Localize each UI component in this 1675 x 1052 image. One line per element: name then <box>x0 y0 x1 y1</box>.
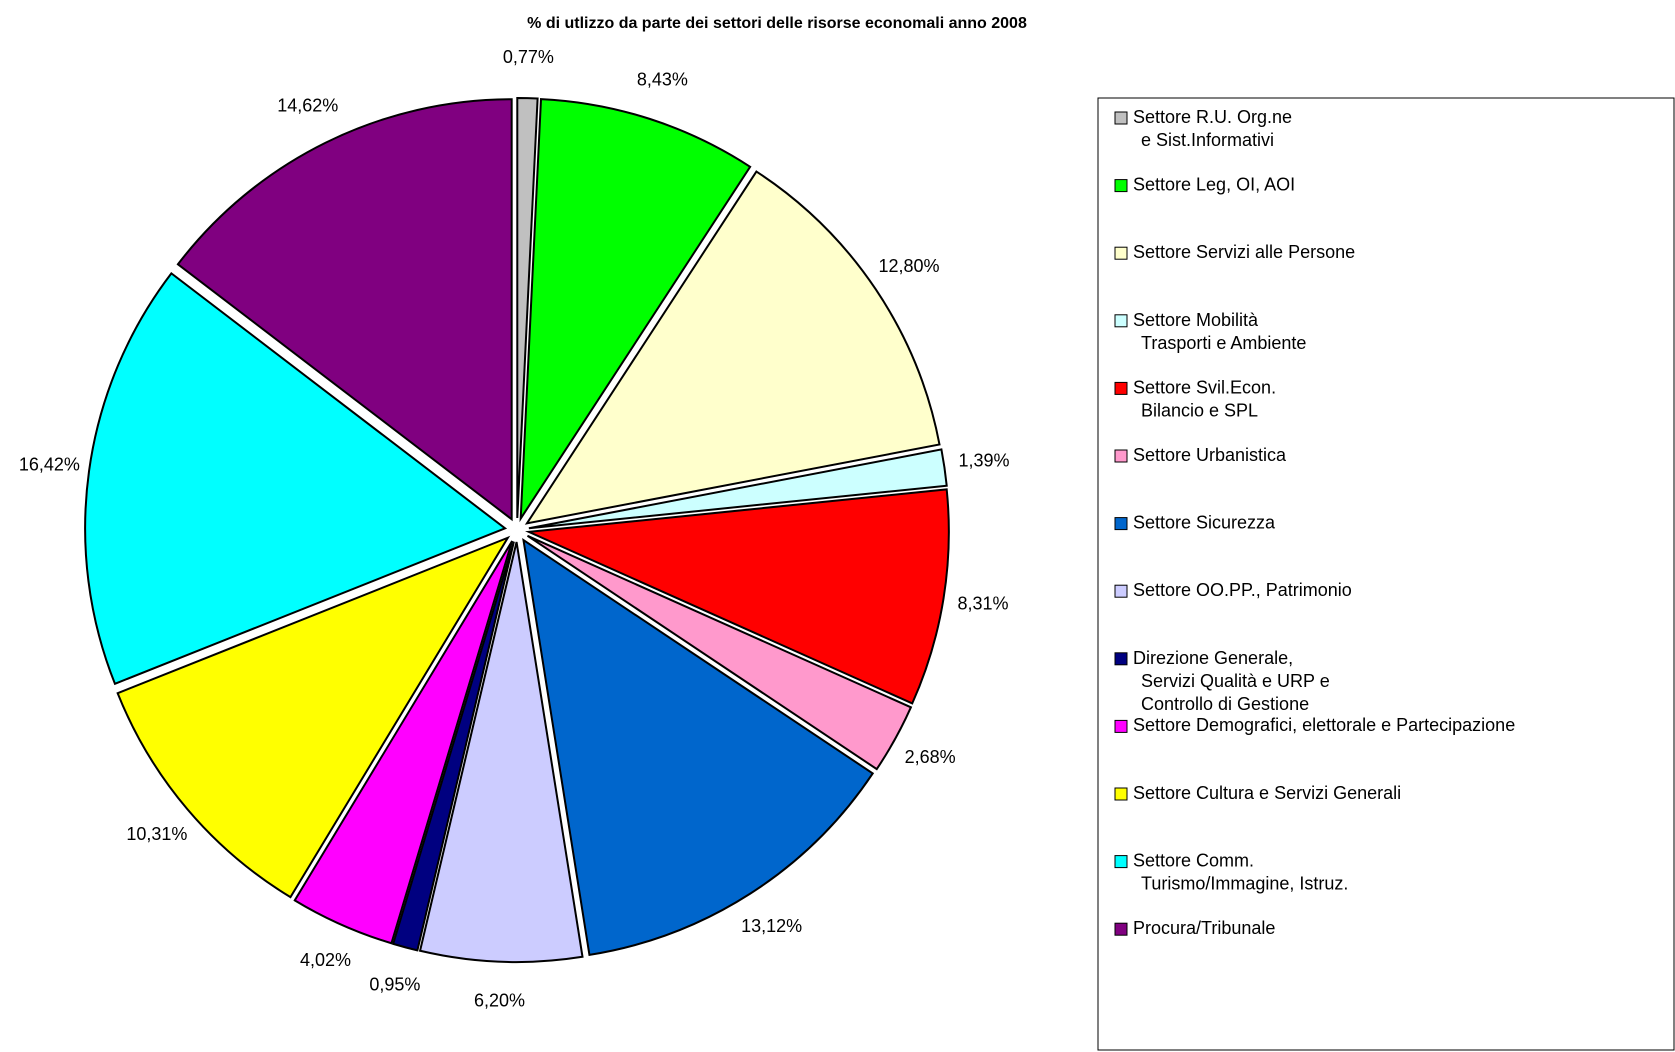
legend-label: Settore Comm. Turismo/Immagine, Istruz. <box>1133 850 1348 893</box>
legend-swatch <box>1114 787 1128 801</box>
pie-slice <box>516 97 539 519</box>
data-label: 6,20% <box>474 990 525 1010</box>
legend-swatch <box>1114 719 1128 733</box>
legend-swatch <box>1114 449 1128 463</box>
data-label: 0,77% <box>503 47 554 67</box>
legend-label: Direzione Generale, Servizi Qualità e URP… <box>1133 648 1330 714</box>
legend-swatch <box>1114 314 1128 328</box>
pie-slice <box>116 535 511 899</box>
legend-swatch <box>1114 652 1128 666</box>
legend-label: Procura/Tribunale <box>1133 918 1275 938</box>
legend-label: Settore Sicurezza <box>1133 512 1276 532</box>
data-label: 8,31% <box>957 594 1008 614</box>
pie-slice <box>524 170 941 525</box>
data-label: 4,02% <box>300 950 351 970</box>
data-label: 10,31% <box>126 824 187 844</box>
data-label: 16,42% <box>19 454 80 474</box>
pie-slice <box>176 98 513 522</box>
pie-slice <box>522 538 875 957</box>
legend-label: Settore Cultura e Servizi Generali <box>1133 783 1401 803</box>
pie-slice <box>525 488 950 705</box>
data-label: 2,68% <box>905 747 956 767</box>
legend-swatch <box>1114 179 1128 193</box>
legend-swatch <box>1114 246 1128 260</box>
legend-swatch <box>1114 584 1128 598</box>
legend-swatch <box>1114 381 1128 395</box>
pie-slice <box>519 98 752 523</box>
legend-swatch <box>1114 517 1128 531</box>
legend-label: Settore Demografici, elettorale e Partec… <box>1133 715 1515 735</box>
data-label: 1,39% <box>959 450 1010 470</box>
data-label: 8,43% <box>637 70 688 90</box>
data-label: 14,62% <box>277 96 338 116</box>
data-label: 13,12% <box>741 916 802 936</box>
legend-label: Settore Urbanistica <box>1133 445 1287 465</box>
pie-slice <box>418 541 584 963</box>
legend-label: Settore R.U. Org.ne e Sist.Informativi <box>1133 107 1292 150</box>
pie-slice <box>528 448 948 530</box>
legend-label: Settore Svil.Econ. Bilancio e SPL <box>1133 377 1276 420</box>
pie-slice <box>293 540 514 945</box>
legend-label: Settore Leg, OI, AOI <box>1133 174 1295 194</box>
legend-swatch <box>1114 111 1128 125</box>
legend-label: Settore Mobilità Trasporti e Ambiente <box>1133 310 1306 353</box>
legend-label: Settore OO.PP., Patrimonio <box>1133 580 1352 600</box>
chart-title: % di utlizzo da parte dei settori delle … <box>527 15 1027 32</box>
legend-swatch <box>1114 855 1128 869</box>
data-label: 12,80% <box>878 256 939 276</box>
legend-label: Settore Servizi alle Persone <box>1133 242 1355 262</box>
legend-box <box>1097 97 1675 1051</box>
pie-slice <box>526 534 913 771</box>
pie-slice <box>84 271 508 686</box>
data-label: 0,95% <box>369 975 420 995</box>
pie-slice <box>391 541 515 952</box>
legend-swatch <box>1114 922 1128 936</box>
